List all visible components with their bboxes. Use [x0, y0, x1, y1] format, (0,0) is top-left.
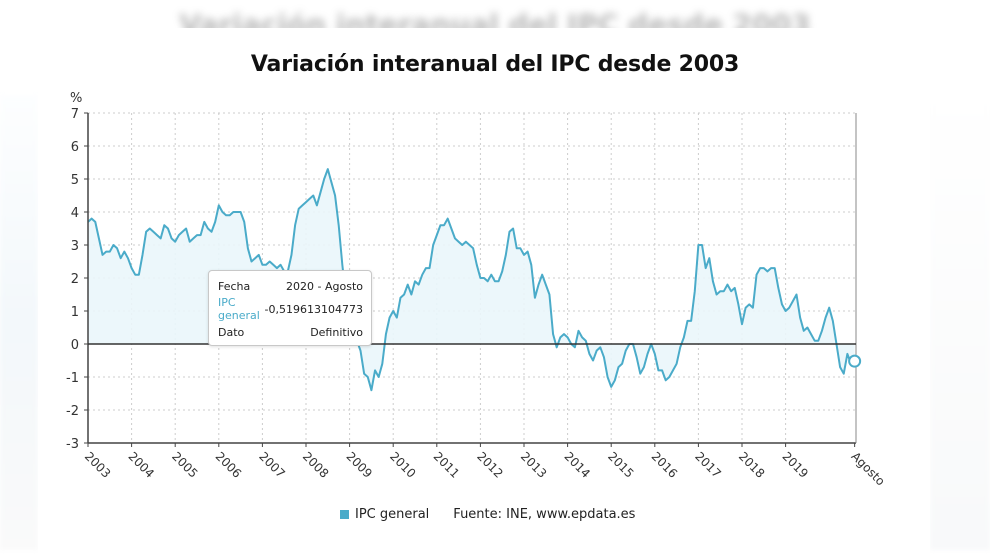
tooltip-status-label: Dato: [218, 326, 245, 339]
y-axis-ticks: 7 6 5 4 3 2 1 0 -1 -2 -3: [66, 107, 88, 452]
y-tick-label: 0: [71, 338, 79, 353]
y-tick-label: -2: [66, 404, 79, 419]
x-tick-label: 2003: [82, 449, 113, 480]
chart-title: Variación interanual del IPC desde 2003: [250, 52, 740, 77]
data-tooltip: Fecha 2020 - Agosto IPC general -0,51961…: [208, 270, 372, 346]
x-tick-label: Agosto: [849, 449, 888, 488]
x-tick-label: 2005: [169, 449, 200, 480]
y-tick-label: 1: [71, 305, 79, 320]
y-tick-label: 7: [71, 107, 79, 122]
x-tick-label: 2004: [125, 449, 156, 480]
y-tick-label: 3: [71, 239, 79, 254]
x-tick-label: 2014: [561, 449, 592, 480]
tooltip-date-label: Fecha: [218, 280, 251, 293]
tooltip-date-value: 2020 - Agosto: [286, 280, 363, 293]
tooltip-status-value: Definitivo: [310, 326, 363, 339]
y-tick-label: -1: [66, 371, 79, 386]
source-note: Fuente: INE, www.epdata.es: [453, 507, 636, 522]
x-tick-label: 2011: [431, 449, 462, 480]
x-tick-label: 2017: [692, 449, 723, 480]
legend-swatch-ipc-general: [340, 510, 349, 519]
x-tick-label: 2008: [300, 449, 331, 480]
x-tick-label: 2009: [343, 449, 374, 480]
tooltip-series-label: IPC general: [218, 296, 260, 322]
background-ghost-panel-left: [0, 95, 38, 550]
highlighted-data-point: [848, 354, 862, 368]
y-tick-label: 6: [71, 140, 79, 155]
x-tick-label: 2006: [213, 449, 244, 480]
y-tick-label: 4: [71, 206, 79, 221]
x-tick-label: 2010: [387, 449, 418, 480]
y-tick-label: 5: [71, 173, 79, 188]
x-tick-label: 2019: [779, 449, 810, 480]
area-layer: [87, 168, 856, 392]
x-tick-label: 2018: [736, 449, 767, 480]
series-line-ipc-general: [87, 168, 856, 392]
x-tick-label: 2007: [256, 449, 287, 480]
x-tick-label: 2015: [605, 449, 636, 480]
y-axis-label: %: [70, 91, 82, 106]
x-tick-label: 2012: [474, 449, 505, 480]
x-axis-ticks: 2003 2004 2005 2006 2007 2008 2009 2010 2011 2012…: [82, 443, 888, 488]
chart-legend: IPC general Fuente: INE, www.epdata.es: [340, 507, 635, 522]
tooltip-series-value: -0,519613104773: [264, 302, 363, 316]
x-tick-label: 2013: [518, 449, 549, 480]
legend-item-ipc-general[interactable]: IPC general: [355, 507, 430, 522]
x-tick-label: 2016: [649, 449, 680, 480]
marker-layer: [848, 354, 862, 368]
y-tick-label: -3: [66, 437, 79, 452]
y-tick-label: 2: [71, 272, 79, 287]
series-area-ipc-general: [88, 169, 855, 391]
background-ghost-panel-right: [930, 95, 990, 550]
